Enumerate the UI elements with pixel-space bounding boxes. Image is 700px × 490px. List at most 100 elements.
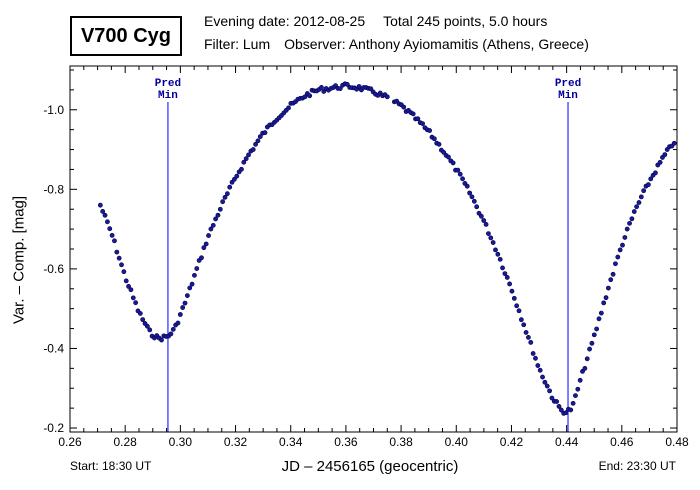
info-line-1: Evening date: 2012-08-25 Total 245 points… xyxy=(204,13,547,29)
data-point xyxy=(495,251,501,257)
data-point xyxy=(210,222,216,228)
data-point xyxy=(641,188,647,194)
predicted-min-label: Pred xyxy=(155,78,181,90)
x-tick-label: 0.26 xyxy=(58,435,82,449)
data-point xyxy=(286,105,291,111)
data-point xyxy=(535,363,541,368)
data-point xyxy=(638,194,644,200)
data-point xyxy=(137,311,143,316)
data-point xyxy=(234,173,240,179)
data-point xyxy=(629,216,635,222)
data-point xyxy=(337,86,343,91)
data-point xyxy=(123,278,129,284)
data-point xyxy=(589,340,595,346)
data-point xyxy=(624,226,630,232)
x-tick-label: 0.42 xyxy=(500,435,524,449)
data-point xyxy=(170,326,176,332)
data-point xyxy=(250,147,256,152)
x-axis-label: JD – 2456165 (geocentric) xyxy=(281,458,459,475)
data-point xyxy=(514,303,520,309)
data-point xyxy=(410,111,416,117)
data-point xyxy=(483,222,489,227)
data-point xyxy=(180,305,186,310)
end-time: End: 23:30 UT xyxy=(598,459,676,473)
data-point xyxy=(457,171,463,177)
data-point xyxy=(446,154,451,160)
data-point xyxy=(671,140,677,146)
data-point xyxy=(232,176,237,182)
x-tick-label: 0.48 xyxy=(665,435,689,449)
predicted-min-label: Min xyxy=(558,90,578,102)
y-tick-label: -0.2 xyxy=(43,421,64,435)
predicted-min-label: Min xyxy=(158,90,178,102)
data-point xyxy=(203,241,209,247)
data-point xyxy=(114,249,120,255)
data-point xyxy=(598,310,604,316)
y-tick-label: -0.6 xyxy=(43,262,64,276)
observer: Observer: Anthony Ayiomamitis (Athens, G… xyxy=(284,36,589,52)
data-point xyxy=(147,327,153,333)
data-point xyxy=(192,272,197,278)
data-point xyxy=(427,128,433,133)
data-point xyxy=(140,317,146,323)
info-line-2: Filter: Lum Observer: Anthony Ayiomamitis… xyxy=(204,36,589,52)
data-point xyxy=(521,322,527,328)
plot-frame xyxy=(69,65,678,433)
data-point xyxy=(582,366,588,371)
predicted-min-label: Pred xyxy=(555,78,581,90)
data-point xyxy=(126,283,131,289)
data-point xyxy=(547,388,552,394)
data-point xyxy=(194,266,200,271)
data-point xyxy=(184,293,190,298)
star-name: V700 Cyg xyxy=(80,24,172,47)
data-point xyxy=(511,295,517,301)
data-point xyxy=(500,265,505,271)
data-point xyxy=(610,271,616,277)
data-point xyxy=(554,399,560,404)
x-tick-label: 0.28 xyxy=(114,435,138,449)
data-point xyxy=(603,295,609,301)
data-point xyxy=(526,335,531,340)
data-point xyxy=(177,312,183,317)
data-point xyxy=(481,218,487,223)
data-point xyxy=(257,134,263,140)
data-point xyxy=(504,275,510,280)
data-point xyxy=(544,383,550,389)
data-point xyxy=(222,194,228,200)
data-point xyxy=(102,212,108,218)
data-point xyxy=(159,337,164,343)
data-point xyxy=(615,254,621,260)
data-point xyxy=(631,209,637,214)
y-tick-labels: -0.2 -0.4 -0.6 -0.8 -1.0 xyxy=(43,103,64,435)
data-point xyxy=(201,245,207,251)
data-point xyxy=(467,190,473,196)
data-point xyxy=(530,351,536,356)
data-point xyxy=(620,242,625,248)
data-point xyxy=(540,374,545,380)
data-point xyxy=(107,226,113,232)
data-point xyxy=(518,317,524,323)
data-points xyxy=(97,81,677,416)
data-point xyxy=(227,184,233,190)
y-axis-label-wrap: Var. – Comp. [mag] xyxy=(4,140,34,380)
data-point xyxy=(130,295,136,301)
data-point xyxy=(368,86,374,92)
data-point xyxy=(144,323,150,329)
data-point xyxy=(401,104,407,110)
data-point xyxy=(568,407,574,413)
x-tick-label: 0.44 xyxy=(555,435,579,449)
data-point xyxy=(575,386,581,392)
x-axis-label-wrap: JD – 2456165 (geocentric) xyxy=(0,458,700,475)
data-point xyxy=(189,281,195,287)
data-point xyxy=(497,256,503,262)
data-point xyxy=(657,159,663,165)
data-point xyxy=(119,262,124,268)
data-point xyxy=(128,287,134,293)
data-point xyxy=(206,233,211,238)
data-point xyxy=(217,206,223,212)
x-tick-labels: 0.26 0.28 0.30 0.32 0.34 0.36 0.38 0.40 0.42 0.44… xyxy=(58,435,689,449)
data-point xyxy=(573,393,578,398)
data-point xyxy=(464,183,470,189)
data-point xyxy=(121,269,127,275)
